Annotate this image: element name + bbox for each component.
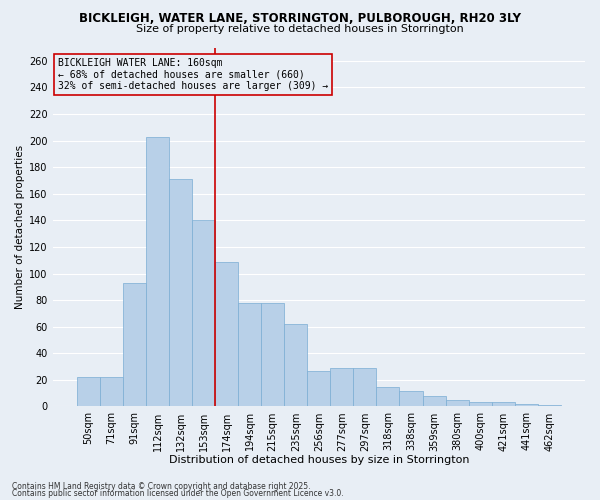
Bar (400, 390, 422, 406)
Bar (376, 386, 400, 406)
Bar (515, 404, 538, 406)
Bar (100, 377, 123, 406)
Bar (238, 303, 261, 406)
Text: BICKLEIGH WATER LANE: 160sqm
← 68% of detached houses are smaller (660)
32% of s: BICKLEIGH WATER LANE: 160sqm ← 68% of de… (58, 58, 328, 92)
Bar (169, 179, 192, 406)
Text: BICKLEIGH, WATER LANE, STORRINGTON, PULBOROUGH, RH20 3LY: BICKLEIGH, WATER LANE, STORRINGTON, PULB… (79, 12, 521, 26)
Y-axis label: Number of detached properties: Number of detached properties (15, 145, 25, 309)
Text: Contains HM Land Registry data © Crown copyright and database right 2025.: Contains HM Land Registry data © Crown c… (12, 482, 311, 491)
Bar (446, 400, 469, 406)
Bar (307, 370, 331, 406)
Bar (77, 377, 100, 406)
X-axis label: Distribution of detached houses by size in Storrington: Distribution of detached houses by size … (169, 455, 469, 465)
Bar (215, 262, 238, 406)
Bar (353, 368, 376, 406)
Bar (192, 220, 215, 406)
Bar (331, 368, 353, 406)
Text: Size of property relative to detached houses in Storrington: Size of property relative to detached ho… (136, 24, 464, 34)
Text: Contains public sector information licensed under the Open Government Licence v3: Contains public sector information licen… (12, 489, 344, 498)
Bar (261, 303, 284, 406)
Bar (491, 402, 515, 406)
Bar (123, 283, 146, 406)
Bar (146, 136, 169, 406)
Bar (469, 402, 491, 406)
Bar (284, 324, 307, 406)
Bar (422, 396, 446, 406)
Bar (538, 405, 561, 406)
